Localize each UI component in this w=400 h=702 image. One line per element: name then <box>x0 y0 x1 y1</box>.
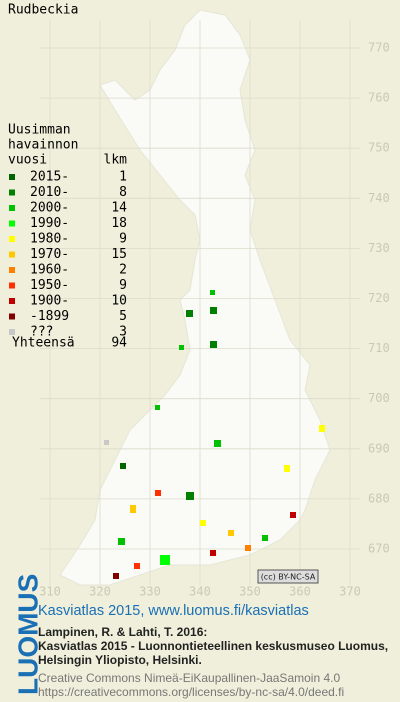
legend-count: 1 <box>119 170 127 185</box>
x-coordinate-label: 350 <box>239 585 261 599</box>
license-badge-text: (cc) BY-NC-SA <box>261 573 316 582</box>
y-coordinate-label: 680 <box>368 491 390 505</box>
x-coordinate-label: 340 <box>189 585 211 599</box>
legend-count: 9 <box>119 232 127 247</box>
x-coordinate-label: 370 <box>339 585 361 599</box>
dot <box>186 492 194 500</box>
legend-count: 18 <box>111 216 127 231</box>
legend-swatch <box>9 189 15 196</box>
dot <box>319 425 325 432</box>
legend-swatch <box>9 220 15 227</box>
legend-label: ??? <box>30 325 53 340</box>
legend-label: 1980- <box>30 232 69 247</box>
x-coordinate-label: 310 <box>39 585 61 599</box>
legend-label: 1900- <box>30 294 69 309</box>
license-text: Creative Commons Nimeä-EiKaupallinen-Jaa… <box>38 671 340 685</box>
grid <box>40 20 360 585</box>
citation: Helsingin Yliopisto, Helsinki. <box>38 653 202 667</box>
footer-link[interactable]: Kasviatlas 2015, www.luomus.fi/kasviatla… <box>38 603 309 619</box>
y-coordinate-label: 700 <box>368 391 390 405</box>
citation: Kasviatlas 2015 - Luonnontieteellinen ke… <box>38 639 388 653</box>
legend-swatch <box>9 267 15 273</box>
map-title: Rudbeckia <box>8 3 78 18</box>
legend-label: 2000- <box>30 201 69 216</box>
legend-label: 1950- <box>30 278 69 293</box>
legend-total-count: 94 <box>111 336 127 351</box>
legend-swatch <box>9 205 15 211</box>
dot <box>120 463 126 469</box>
dot <box>210 341 217 348</box>
legend-count: 8 <box>119 185 127 200</box>
dot <box>210 290 215 295</box>
dot <box>245 545 251 551</box>
dot <box>186 310 193 317</box>
legend-count: 15 <box>111 247 127 262</box>
dot <box>214 440 221 447</box>
dot <box>113 573 119 579</box>
license-badge <box>257 569 319 584</box>
observation-dots <box>104 290 325 579</box>
legend-label: -1899 <box>30 309 69 324</box>
legend-label: 1990- <box>30 216 69 231</box>
license-url[interactable]: https://creativecommons.org/licenses/by-… <box>38 685 344 699</box>
dot <box>290 512 296 518</box>
legend: 2015- 1 2010- 8 2000- 14 1990- 18 1980- 9 1970- 15 1… <box>9 170 127 340</box>
dot <box>210 550 216 556</box>
y-coordinate-label: 770 <box>368 41 390 55</box>
y-coordinate-label: 740 <box>368 191 390 205</box>
legend-count: 10 <box>111 294 127 309</box>
dot <box>228 530 234 536</box>
y-coordinate-label: 750 <box>368 141 390 155</box>
legend-swatch <box>9 298 15 304</box>
x-coordinate-label: 360 <box>289 585 311 599</box>
legend-count: 9 <box>119 278 127 293</box>
dot <box>134 563 140 569</box>
legend-label: 2010- <box>30 185 69 200</box>
legend-count: 2 <box>119 263 127 278</box>
legend-total-label: Yhteensä <box>12 336 75 351</box>
legend-label: 1970- <box>30 247 69 262</box>
dot <box>262 535 268 541</box>
legend-heading: Uusimman <box>8 123 71 138</box>
legend-count: 5 <box>119 309 127 324</box>
legend-count: 3 <box>119 325 127 340</box>
y-coordinate-label: 720 <box>368 291 390 305</box>
dot <box>179 345 184 350</box>
y-coordinate-label: 760 <box>368 91 390 105</box>
dot <box>104 440 109 445</box>
legend-swatch <box>9 329 15 335</box>
dot <box>155 405 160 410</box>
legend-swatch <box>9 313 15 320</box>
finland-outline <box>59 9 331 586</box>
dot <box>130 505 136 513</box>
dot <box>160 555 170 565</box>
x-coordinate-label: 330 <box>139 585 161 599</box>
legend-swatch <box>9 251 15 258</box>
dot <box>118 538 125 545</box>
dot <box>200 520 206 526</box>
dot <box>155 490 161 496</box>
y-coordinate-label: 710 <box>368 341 390 355</box>
y-coordinate-label: 670 <box>368 542 390 556</box>
legend-swatch <box>9 236 15 242</box>
y-coordinate-label: 730 <box>368 241 390 255</box>
legend-swatch <box>9 282 15 289</box>
x-coordinate-label: 320 <box>89 585 111 599</box>
dot <box>284 465 290 472</box>
legend-label: 2015- <box>30 170 69 185</box>
legend-label: 1960- <box>30 263 69 278</box>
legend-heading: havainnon <box>8 138 78 153</box>
legend-swatch <box>9 174 15 180</box>
legend-count: 14 <box>111 201 127 216</box>
dot <box>210 307 217 314</box>
legend-column-header: vuosi <box>8 153 47 168</box>
logo: LUOMUS <box>12 574 43 695</box>
legend-column-header: lkm <box>104 153 128 168</box>
citation: Lampinen, R. & Lahti, T. 2016: <box>38 625 207 639</box>
y-coordinate-label: 690 <box>368 441 390 455</box>
